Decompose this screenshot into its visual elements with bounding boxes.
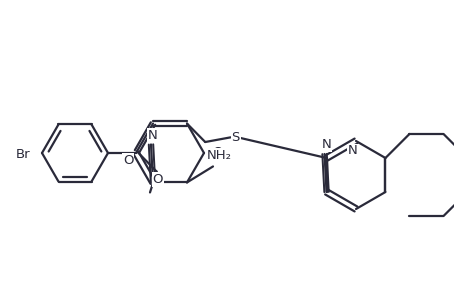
- Text: O: O: [212, 146, 222, 158]
- Text: S: S: [232, 131, 240, 144]
- Text: N: N: [148, 129, 158, 142]
- Text: O: O: [153, 173, 163, 186]
- Text: N: N: [322, 138, 331, 152]
- Text: O: O: [123, 154, 133, 167]
- Text: N: N: [348, 144, 358, 158]
- Text: NH₂: NH₂: [207, 149, 232, 162]
- Text: Br: Br: [15, 149, 30, 161]
